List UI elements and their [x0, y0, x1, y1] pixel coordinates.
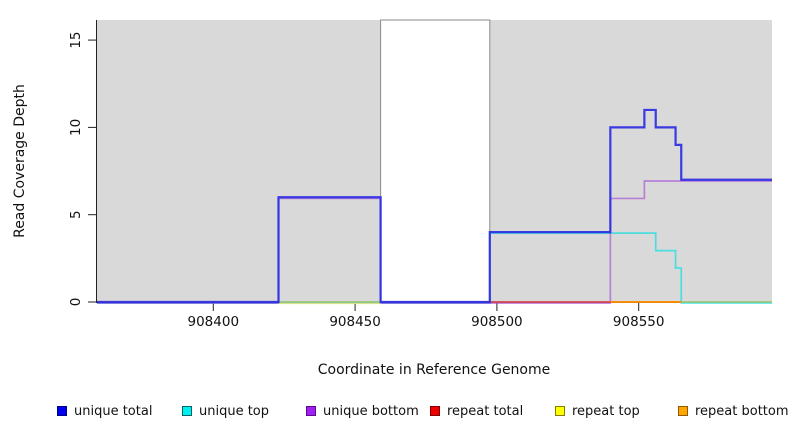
legend-item-repeat-top: repeat top: [555, 400, 640, 419]
y-axis-title: Read Coverage Depth: [12, 84, 28, 238]
legend-swatch-repeat-total: [430, 406, 440, 416]
legend-swatch-repeat-bottom: [678, 406, 688, 416]
x-tick-label: 908500: [471, 314, 523, 330]
x-tick-label: 908450: [329, 314, 381, 330]
legend-swatch-unique-top: [182, 406, 192, 416]
x-axis-title: Coordinate in Reference Genome: [317, 362, 551, 378]
series-line-unique-total: [97, 108, 772, 304]
legend-swatch-repeat-top: [555, 406, 565, 416]
y-tick-label: 5: [68, 210, 84, 219]
y-tick-label: 0: [68, 298, 84, 307]
legend-item-unique-total: unique total: [57, 400, 152, 419]
legend-item-unique-top: unique top: [182, 400, 269, 419]
y-tick-label: 15: [68, 31, 84, 48]
legend-swatch-unique-bottom: [306, 406, 316, 416]
legend-swatch-unique-total: [57, 406, 67, 416]
y-tick-label: 10: [68, 119, 84, 136]
legend-item-unique-bottom: unique bottom: [306, 400, 419, 419]
x-tick-label: 908400: [188, 314, 240, 330]
x-tick-label: 908550: [613, 314, 665, 330]
legend-item-repeat-bottom: repeat bottom: [678, 400, 789, 419]
legend-item-repeat-total: repeat total: [430, 400, 523, 419]
uncovered-region-band: [380, 19, 491, 303]
